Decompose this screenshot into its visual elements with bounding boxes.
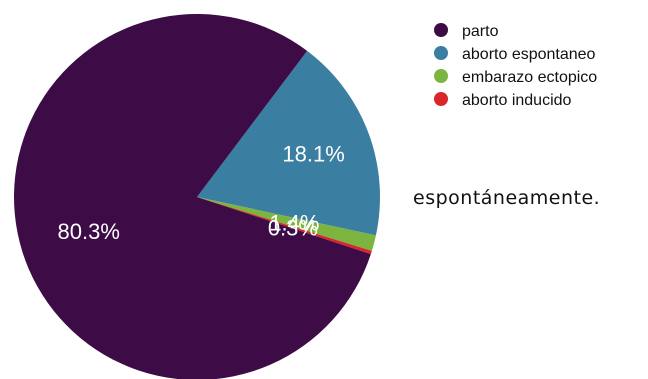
- pie-slice-parto: [14, 14, 371, 379]
- legend-label: parto: [462, 23, 499, 40]
- slice-label-aborto-espontaneo: 18.1%: [282, 142, 344, 167]
- legend-item-aborto-inducido: aborto inducido: [434, 92, 572, 109]
- legend-swatch: [434, 92, 448, 106]
- legend-item-aborto-espontaneo: aborto espontaneo: [434, 46, 596, 63]
- legend: parto aborto espontaneo embarazo ectopico a…: [434, 23, 597, 109]
- legend-item-parto: parto: [434, 23, 499, 40]
- legend-swatch: [434, 23, 448, 37]
- slice-label-embarazo-ectopico: 1.4%: [269, 210, 319, 235]
- pie-slice-labels: 80.3% 18.1% 1.4%0.3%: [58, 142, 345, 244]
- legend-label: aborto espontaneo: [462, 46, 596, 63]
- legend-item-embarazo-ectopico: embarazo ectopico: [434, 69, 597, 86]
- slice-label-aborto-inducido: 0.3%: [268, 216, 318, 241]
- legend-label: embarazo ectopico: [462, 69, 597, 86]
- pie-slice-aborto-espontaneo: [197, 50, 380, 236]
- slice-label-parto: 80.3%: [58, 219, 120, 244]
- side-caption: espontáneamente.: [413, 187, 601, 209]
- pie-slice-aborto-inducido: [197, 197, 372, 255]
- pie-slice-embarazo-ectopico: [197, 197, 376, 251]
- legend-swatch: [434, 46, 448, 60]
- legend-swatch: [434, 69, 448, 83]
- pie-slices: [14, 14, 380, 379]
- legend-label: aborto inducido: [462, 92, 572, 109]
